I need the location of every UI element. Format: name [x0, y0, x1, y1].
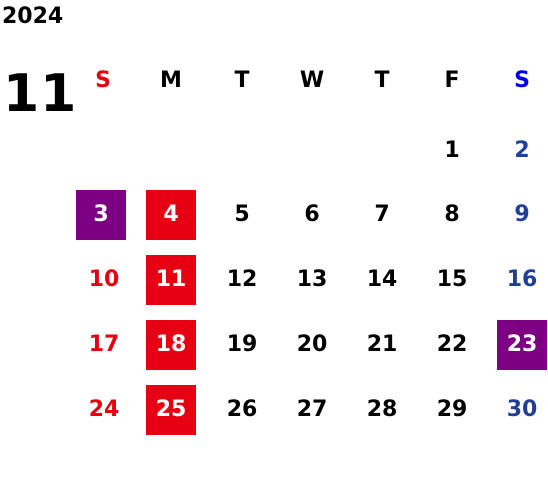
weekday-header-fri: F	[444, 68, 460, 93]
day-cell-28[interactable]: 28	[366, 397, 398, 422]
day-cell-2[interactable]: 2	[514, 138, 530, 163]
day-cell-20[interactable]: 20	[296, 332, 328, 357]
weekday-header-thu: T	[374, 68, 390, 93]
day-cell-26[interactable]: 26	[226, 397, 258, 422]
weekday-header-mon: M	[160, 68, 182, 93]
day-cell-30[interactable]: 30	[506, 397, 538, 422]
day-cell-5[interactable]: 5	[234, 202, 250, 227]
day-cell-25[interactable]: 25	[146, 385, 196, 435]
day-cell-15[interactable]: 15	[436, 267, 468, 292]
month-number: 11	[3, 64, 78, 124]
day-cell-14[interactable]: 14	[366, 267, 398, 292]
weekday-header-wed: W	[299, 68, 325, 93]
day-cell-19[interactable]: 19	[226, 332, 258, 357]
day-cell-9[interactable]: 9	[514, 202, 530, 227]
day-cell-10[interactable]: 10	[88, 267, 120, 292]
day-cell-8[interactable]: 8	[444, 202, 460, 227]
weekday-header-sun: S	[95, 68, 111, 93]
day-cell-24[interactable]: 24	[88, 397, 120, 422]
day-cell-3[interactable]: 3	[76, 190, 126, 240]
day-cell-21[interactable]: 21	[366, 332, 398, 357]
day-cell-27[interactable]: 27	[296, 397, 328, 422]
day-cell-4[interactable]: 4	[146, 190, 196, 240]
day-cell-1[interactable]: 1	[444, 138, 460, 163]
day-cell-12[interactable]: 12	[226, 267, 258, 292]
day-cell-22[interactable]: 22	[436, 332, 468, 357]
weekday-header-sat: S	[514, 68, 530, 93]
day-cell-13[interactable]: 13	[296, 267, 328, 292]
day-cell-7[interactable]: 7	[374, 202, 390, 227]
day-cell-6[interactable]: 6	[304, 202, 320, 227]
year-label: 2024	[2, 4, 64, 29]
day-cell-23[interactable]: 23	[497, 320, 547, 370]
day-cell-29[interactable]: 29	[436, 397, 468, 422]
day-cell-17[interactable]: 17	[88, 332, 120, 357]
day-cell-11[interactable]: 11	[146, 255, 196, 305]
day-cell-18[interactable]: 18	[146, 320, 196, 370]
weekday-header-tue: T	[234, 68, 250, 93]
day-cell-16[interactable]: 16	[506, 267, 538, 292]
